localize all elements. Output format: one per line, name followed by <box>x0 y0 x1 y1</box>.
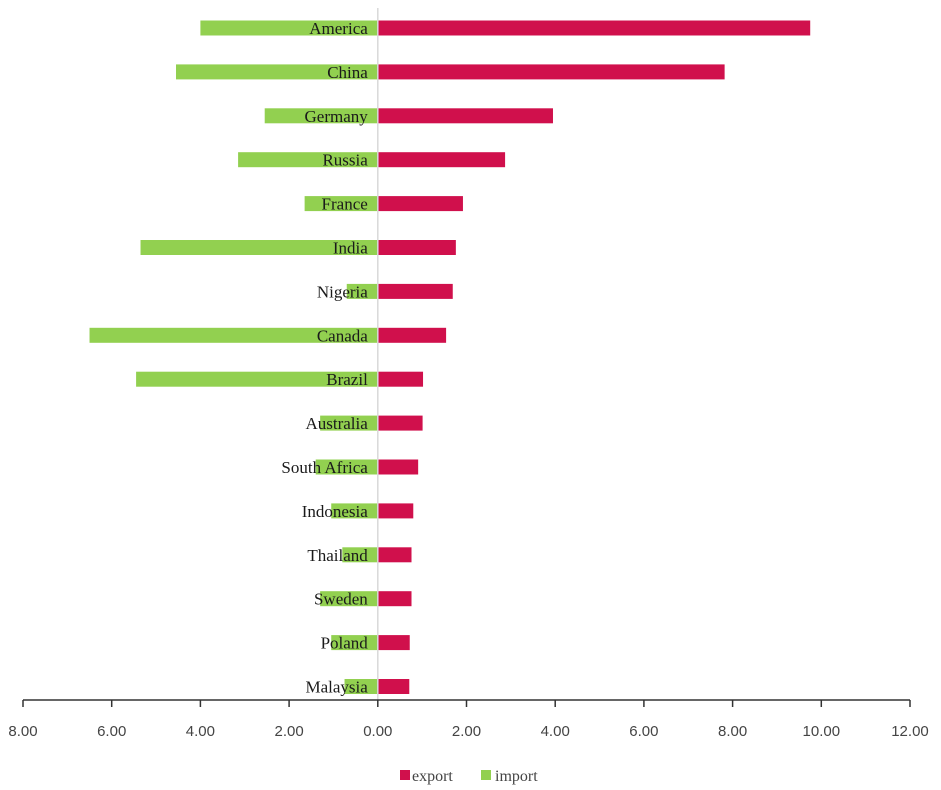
x-axis: 8.00 6.00 4.00 2.00 0.00 2.00 4.00 6.00 8.00 10.0… <box>8 699 929 740</box>
x-tick-label: 4.00 <box>541 723 570 740</box>
import-bar <box>342 547 378 563</box>
import-bar <box>315 459 378 475</box>
import-bar <box>200 20 378 36</box>
x-tick-label: 2.00 <box>452 723 481 740</box>
export-bar <box>377 591 412 607</box>
import-bar <box>140 240 378 255</box>
category-label: China <box>327 63 368 82</box>
category-label: Nigeria <box>317 282 368 301</box>
export-bar <box>377 108 553 124</box>
x-tick-label: 6.00 <box>97 723 126 740</box>
x-tick-label: 2.00 <box>274 723 303 740</box>
category-labels-group: America China Germany Russia France India Nige… <box>281 19 368 697</box>
legend: export import <box>400 768 538 785</box>
export-bar <box>377 64 725 80</box>
category-label: Canada <box>317 326 368 345</box>
x-tick-label: 6.00 <box>629 723 658 740</box>
category-label: Indonesia <box>302 502 369 521</box>
legend-item-export: export <box>400 768 453 785</box>
x-tick-label: 8.00 <box>8 723 37 740</box>
category-label: Poland <box>321 634 369 653</box>
import-bar <box>136 371 378 387</box>
category-label: America <box>309 19 368 38</box>
category-label: Malaysia <box>305 678 368 697</box>
x-tick-label: 8.00 <box>718 723 747 740</box>
import-bar <box>264 108 378 124</box>
export-bar <box>377 635 410 651</box>
x-tick-label: 12.00 <box>891 723 929 740</box>
legend-label-export: export <box>412 768 453 785</box>
category-label: Australia <box>305 414 368 433</box>
legend-swatch-import <box>481 770 491 780</box>
export-bar <box>377 240 456 255</box>
export-bar <box>377 152 506 168</box>
import-bar <box>320 591 378 607</box>
category-label: India <box>333 239 368 258</box>
legend-swatch-export <box>400 770 410 780</box>
import-bar <box>331 635 378 651</box>
import-bar <box>238 152 378 168</box>
export-bar <box>377 20 811 36</box>
category-label: Brazil <box>326 370 368 389</box>
category-label: France <box>322 195 368 214</box>
category-label: Thailand <box>307 546 368 565</box>
x-tick-label: 0.00 <box>363 723 392 740</box>
bars-group <box>89 20 811 694</box>
legend-label-import: import <box>495 768 538 785</box>
import-bar <box>89 327 378 343</box>
x-tick-label: 4.00 <box>186 723 215 740</box>
export-bar <box>377 371 424 387</box>
category-label: Sweden <box>314 590 368 609</box>
import-bar <box>176 64 378 80</box>
export-bar <box>377 196 463 212</box>
import-bar <box>344 679 378 694</box>
category-label: South Africa <box>281 458 368 477</box>
export-bar <box>377 459 419 475</box>
import-bar <box>346 283 378 299</box>
export-bar <box>377 415 423 431</box>
category-label: Germany <box>305 107 369 126</box>
export-bar <box>377 327 447 343</box>
export-bar <box>377 679 410 694</box>
export-bar <box>377 283 453 299</box>
x-tick-label: 10.00 <box>803 723 841 740</box>
category-label: Russia <box>322 151 368 170</box>
export-bar <box>377 547 412 563</box>
import-bar <box>320 415 378 431</box>
legend-item-import: import <box>481 768 538 785</box>
import-bar <box>331 503 378 519</box>
export-bar <box>377 503 414 519</box>
import-bar <box>304 196 378 212</box>
